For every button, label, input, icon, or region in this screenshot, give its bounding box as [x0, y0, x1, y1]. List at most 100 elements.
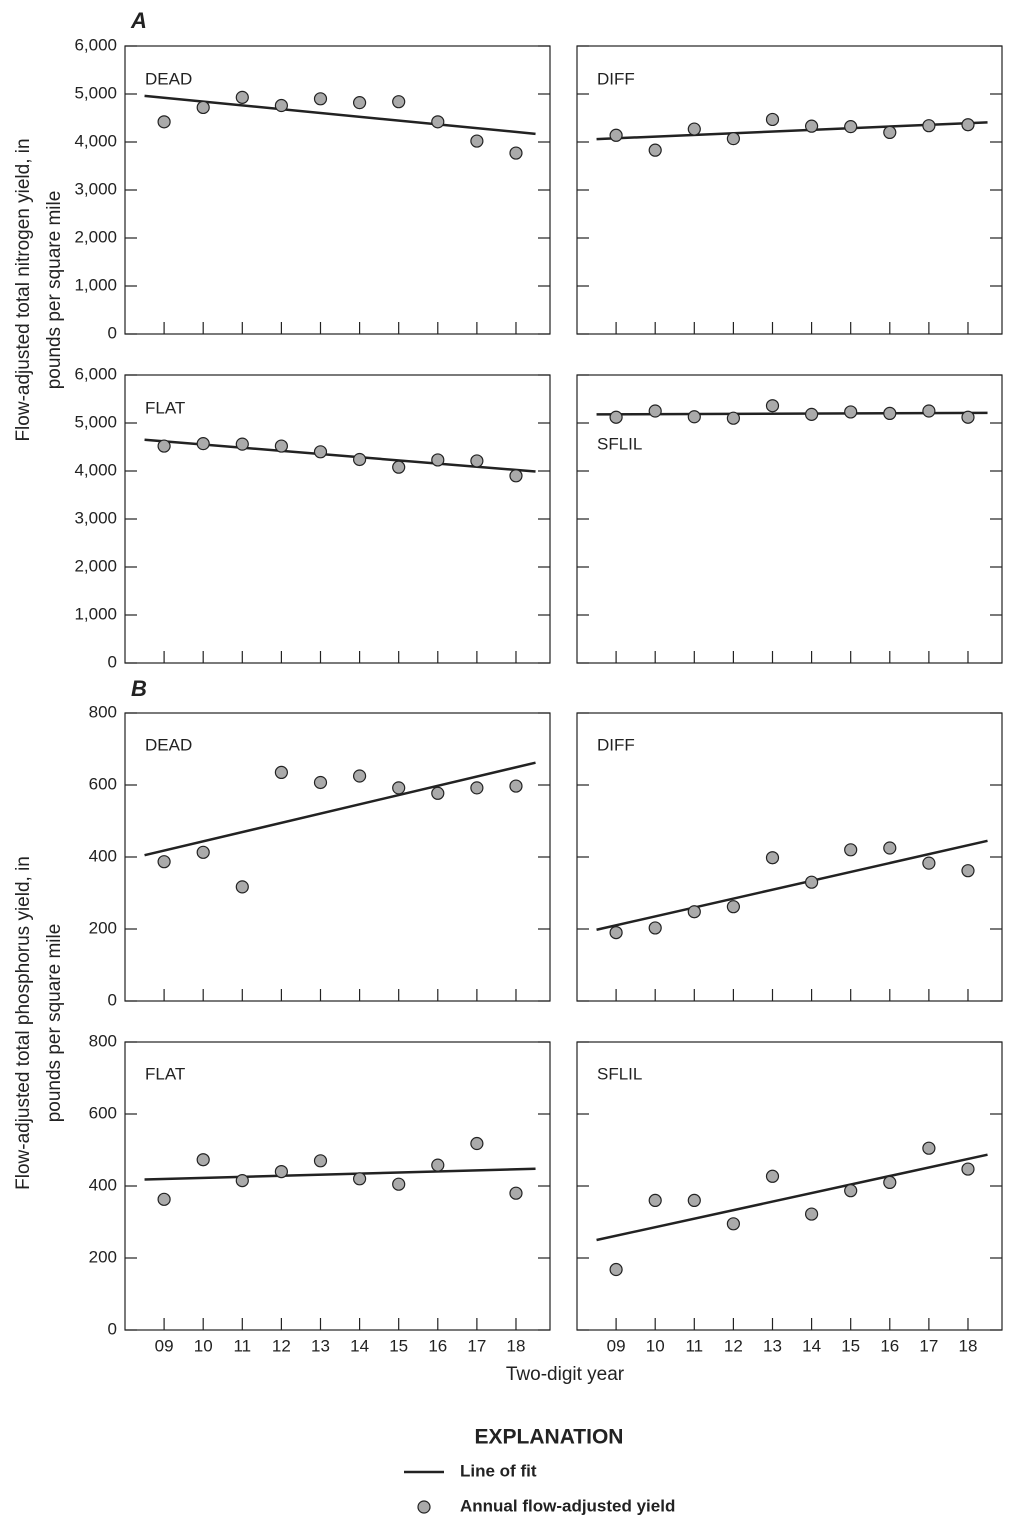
fit-line: [596, 411, 988, 416]
data-point: [157, 439, 171, 453]
data-point: [922, 404, 936, 418]
plot-frame: [576, 374, 1003, 664]
data-point: [313, 775, 328, 790]
y-tick-label: 6,000: [74, 35, 117, 54]
data-point: [844, 120, 858, 134]
panel-name: DIFF: [597, 69, 635, 88]
x-tick-label: 18: [507, 1336, 526, 1355]
legend-item: Annual flow-adjusted yield: [460, 1496, 675, 1515]
y-axis-title: Flow-adjusted total nitrogen yield, in: [13, 138, 34, 441]
data-point: [431, 786, 445, 800]
legend-marker-swatch: [417, 1500, 431, 1514]
y-tick-label: 400: [89, 1175, 117, 1194]
panel-name: FLAT: [145, 1064, 185, 1083]
data-point: [352, 452, 367, 467]
data-point: [274, 98, 288, 113]
data-point: [609, 410, 623, 424]
data-point: [765, 112, 780, 127]
y-tick-label: 600: [89, 1103, 117, 1122]
data-point: [470, 1136, 484, 1151]
data-point: [470, 134, 484, 148]
data-point: [648, 404, 662, 418]
y-tick-label: 200: [89, 1247, 117, 1266]
data-point: [609, 128, 623, 142]
legend-item: Line of fit: [460, 1461, 537, 1480]
data-point: [157, 115, 171, 129]
data-point: [470, 781, 484, 795]
data-point: [765, 1169, 780, 1183]
data-point: [196, 100, 210, 115]
data-point: [431, 453, 445, 467]
data-point: [922, 1141, 936, 1155]
data-point: [509, 779, 523, 793]
data-point: [687, 122, 701, 136]
fit-line: [144, 94, 536, 136]
panel-name: DEAD: [145, 735, 192, 754]
data-point: [392, 1177, 406, 1191]
data-point: [804, 875, 819, 889]
data-point: [392, 781, 406, 795]
y-tick-label: 0: [108, 652, 117, 671]
data-point: [352, 769, 367, 783]
data-point: [961, 410, 975, 424]
data-point: [922, 119, 936, 133]
data-point: [765, 399, 780, 413]
data-point: [922, 856, 936, 870]
data-point: [883, 406, 897, 420]
y-tick-label: 3,000: [74, 508, 117, 527]
x-tick-label: 12: [724, 1336, 743, 1355]
y-tick-label: 800: [89, 702, 117, 721]
data-point: [648, 1193, 662, 1208]
data-point: [235, 1173, 249, 1188]
y-tick-label: 600: [89, 774, 117, 793]
panel-label: A: [130, 8, 147, 33]
y-axis-title: pounds per square mile: [44, 191, 65, 390]
data-point: [352, 96, 367, 110]
y-tick-label: 2,000: [74, 227, 117, 246]
y-tick-label: 800: [89, 1031, 117, 1050]
y-tick-label: 0: [108, 323, 117, 342]
x-tick-label: 11: [233, 1336, 251, 1355]
x-tick-label: 12: [272, 1336, 291, 1355]
x-tick-label: 10: [646, 1336, 665, 1355]
fit-line: [596, 839, 988, 931]
y-tick-label: 4,000: [74, 131, 117, 150]
plot-frame: [576, 712, 1003, 1002]
x-tick-label: 16: [880, 1336, 899, 1355]
legend-title: EXPLANATION: [475, 1426, 624, 1449]
plot-frame: [124, 1041, 551, 1331]
data-point: [726, 1217, 740, 1231]
x-tick-label: 14: [802, 1336, 821, 1355]
data-point: [961, 1162, 975, 1176]
x-tick-label: 09: [607, 1336, 626, 1355]
x-tick-label: 13: [763, 1336, 782, 1355]
data-point: [157, 855, 171, 869]
x-axis-title: Two-digit year: [506, 1364, 625, 1385]
y-tick-label: 5,000: [74, 412, 117, 431]
data-point: [883, 1175, 897, 1190]
y-tick-label: 3,000: [74, 179, 117, 198]
y-tick-label: 1,000: [74, 604, 117, 623]
panel-name: DEAD: [145, 69, 192, 88]
x-tick-label: 15: [389, 1336, 408, 1355]
data-point: [313, 445, 328, 459]
panel-name: DIFF: [597, 735, 635, 754]
y-tick-label: 0: [108, 990, 117, 1009]
panel-label: B: [131, 676, 147, 701]
data-point: [196, 845, 210, 859]
data-point: [687, 1193, 701, 1208]
plot-frame: [124, 712, 551, 1002]
data-point: [961, 118, 975, 132]
x-tick-label: 09: [155, 1336, 174, 1355]
data-point: [509, 146, 523, 160]
y-tick-label: 400: [89, 846, 117, 865]
data-point: [274, 1164, 288, 1179]
panel-name: FLAT: [145, 398, 185, 417]
data-point: [157, 1192, 171, 1206]
data-point: [274, 765, 288, 780]
x-tick-label: 17: [467, 1336, 486, 1355]
y-tick-label: 0: [108, 1319, 117, 1338]
x-tick-label: 17: [919, 1336, 938, 1355]
data-point: [883, 841, 897, 855]
